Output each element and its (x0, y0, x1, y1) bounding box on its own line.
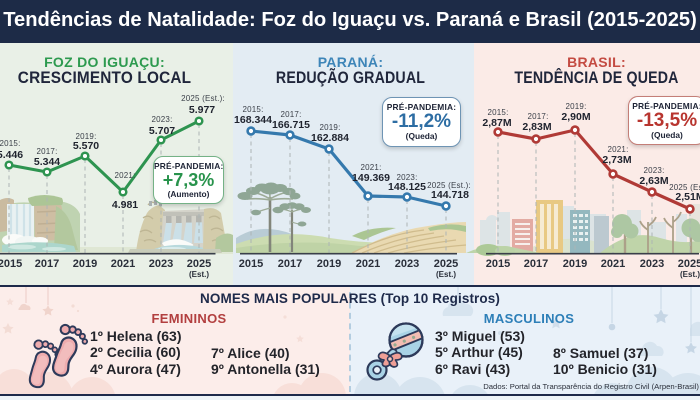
svg-text:2015:: 2015: (242, 105, 263, 114)
svg-text:2017: 2017 (524, 258, 548, 270)
svg-text:2023:: 2023: (396, 173, 417, 182)
svg-text:2015:: 2015: (487, 108, 508, 117)
svg-text:2015: 2015 (486, 258, 510, 270)
svg-text:2023: 2023 (640, 258, 664, 270)
svg-text:2025 (Est.):: 2025 (Est.): (181, 94, 225, 103)
svg-text:(Est.): (Est.) (680, 270, 700, 279)
svg-text:2,90M: 2,90M (561, 111, 590, 123)
svg-text:2019:: 2019: (565, 102, 586, 111)
svg-text:2023:: 2023: (151, 115, 172, 124)
svg-text:2019:: 2019: (75, 132, 96, 141)
svg-text:(Est.): (Est.) (436, 270, 456, 279)
svg-text:2017: 2017 (35, 258, 59, 270)
svg-text:(Est.): (Est.) (189, 270, 209, 279)
svg-text:2,73M: 2,73M (602, 154, 631, 166)
svg-text:5.446: 5.446 (0, 149, 23, 161)
svg-text:5.977: 5.977 (189, 104, 215, 116)
svg-text:2021: 2021 (111, 258, 135, 270)
svg-text:2025 (Est.):: 2025 (Est.): (669, 183, 700, 192)
svg-text:2023:: 2023: (643, 166, 664, 175)
svg-text:2017:: 2017: (36, 147, 57, 156)
svg-text:162.884: 162.884 (311, 132, 349, 144)
svg-text:144.718: 144.718 (431, 189, 469, 201)
svg-text:2025: 2025 (187, 258, 211, 270)
svg-text:2,51M: 2,51M (675, 191, 700, 203)
svg-text:148.125: 148.125 (388, 181, 426, 193)
svg-text:2023: 2023 (395, 258, 419, 270)
svg-text:2021:: 2021: (607, 145, 628, 154)
svg-text:2015:: 2015: (0, 139, 21, 148)
svg-text:2,83M: 2,83M (522, 121, 551, 133)
svg-text:5.707: 5.707 (149, 125, 175, 137)
svg-text:2019: 2019 (317, 258, 341, 270)
svg-text:2,63M: 2,63M (639, 175, 668, 187)
svg-text:2021: 2021 (356, 258, 380, 270)
svg-text:2019: 2019 (73, 258, 97, 270)
svg-text:2015: 2015 (239, 258, 263, 270)
svg-text:2025: 2025 (678, 258, 700, 270)
svg-text:2021:: 2021: (360, 163, 381, 172)
svg-text:166.715: 166.715 (272, 119, 310, 131)
svg-text:5.344: 5.344 (34, 156, 60, 168)
svg-text:5.570: 5.570 (73, 140, 99, 152)
svg-text:2025: 2025 (434, 258, 458, 270)
svg-text:2017: 2017 (278, 258, 302, 270)
svg-text:149.369: 149.369 (352, 172, 390, 184)
svg-text:2017:: 2017: (280, 110, 301, 119)
svg-text:2019:: 2019: (319, 123, 340, 132)
svg-text:2017:: 2017: (527, 112, 548, 121)
svg-text:2019: 2019 (563, 258, 587, 270)
svg-text:2023: 2023 (149, 258, 173, 270)
svg-text:4.981: 4.981 (112, 199, 138, 211)
svg-text:2015: 2015 (0, 258, 22, 270)
svg-text:168.344: 168.344 (234, 114, 272, 126)
svg-text:2025 (Est.):: 2025 (Est.): (427, 181, 471, 190)
svg-text:2,87M: 2,87M (482, 117, 511, 129)
svg-text:2021:: 2021: (114, 171, 135, 180)
svg-text:2021: 2021 (601, 258, 625, 270)
